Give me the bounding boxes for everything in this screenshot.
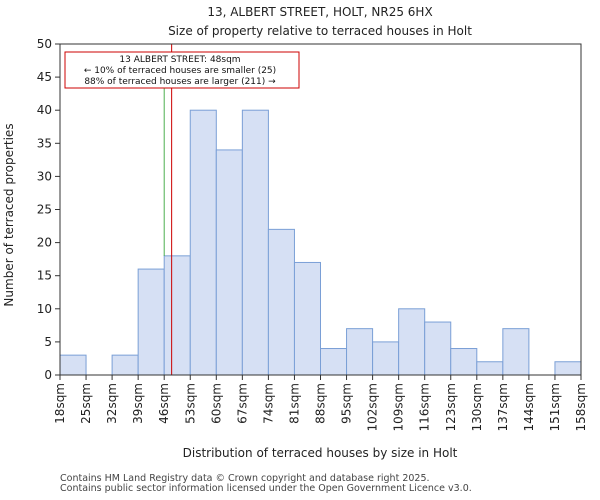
x-tick-label: 53sqm — [183, 383, 197, 424]
x-tick-label: 102sqm — [366, 383, 380, 431]
bar — [163, 255, 191, 376]
x-tick-label: 67sqm — [235, 383, 249, 424]
bar — [450, 348, 478, 376]
chart-title: 13, ALBERT STREET, HOLT, NR25 6HX — [207, 5, 432, 19]
y-tick-label: 45 — [37, 70, 52, 84]
bar — [320, 348, 348, 376]
bar — [372, 341, 400, 376]
x-axis-ticks: 18sqm 25sqm 32sqm 39sqm 46sqm 53sqm 60sqm 67sqm… — [53, 375, 588, 431]
bar — [424, 321, 452, 376]
y-tick-label: 35 — [37, 136, 52, 150]
bar — [476, 361, 504, 376]
annotation-box — [64, 51, 300, 89]
x-tick-label: 39sqm — [131, 383, 145, 424]
bar — [137, 268, 165, 376]
bar — [346, 328, 374, 376]
bar — [189, 109, 217, 376]
y-axis-ticks: 0 5 10 15 20 25 30 35 40 45 50 — [37, 37, 60, 382]
y-tick-label: 0 — [44, 368, 52, 382]
bar — [554, 361, 582, 376]
x-tick-label: 81sqm — [287, 383, 301, 424]
x-axis-label: Distribution of terraced houses by size … — [183, 446, 458, 460]
x-tick-label: 95sqm — [340, 383, 354, 424]
y-tick-label: 30 — [37, 169, 52, 183]
y-tick-label: 10 — [37, 302, 52, 316]
y-tick-label: 20 — [37, 236, 52, 250]
x-tick-label: 109sqm — [392, 383, 406, 431]
chart-subtitle: Size of property relative to terraced ho… — [168, 24, 472, 38]
annotation-line-2: ← 10% of terraced houses are smaller (25… — [84, 66, 276, 76]
bar — [59, 354, 87, 376]
y-tick-label: 15 — [37, 269, 52, 283]
x-tick-label: 88sqm — [314, 383, 328, 424]
annotation-line-3: 88% of terraced houses are larger (211) … — [84, 77, 276, 87]
x-tick-label: 123sqm — [444, 383, 458, 431]
plot-frame — [59, 43, 582, 376]
y-tick-label: 5 — [44, 335, 52, 349]
x-tick-label: 158sqm — [574, 383, 588, 431]
annotation-line-1: 13 ALBERT STREET: 48sqm — [119, 55, 240, 65]
bar — [293, 261, 322, 376]
bar — [241, 109, 269, 376]
x-tick-label: 32sqm — [105, 383, 119, 424]
y-tick-label: 25 — [37, 203, 52, 217]
y-tick-label: 40 — [37, 103, 52, 117]
y-tick-label: 50 — [37, 37, 52, 51]
y-axis-label: Number of terraced properties — [2, 123, 16, 306]
x-tick-label: 46sqm — [157, 383, 171, 424]
x-tick-label: 151sqm — [548, 383, 562, 431]
bar — [215, 149, 243, 376]
x-tick-label: 130sqm — [470, 383, 484, 431]
x-tick-label: 60sqm — [209, 383, 223, 424]
bars — [59, 109, 582, 376]
x-tick-label: 74sqm — [261, 383, 275, 424]
bar — [398, 308, 426, 376]
x-tick-label: 18sqm — [53, 383, 67, 424]
bar — [111, 354, 139, 376]
x-tick-label: 144sqm — [522, 383, 536, 431]
footer-line-1: Contains HM Land Registry data © Crown c… — [60, 473, 430, 484]
x-tick-label: 25sqm — [79, 383, 93, 424]
footer-line-2: Contains public sector information licen… — [60, 483, 472, 494]
bar — [267, 228, 295, 376]
x-tick-label: 116sqm — [418, 383, 432, 431]
bar — [502, 328, 530, 376]
x-tick-label: 137sqm — [496, 383, 510, 431]
